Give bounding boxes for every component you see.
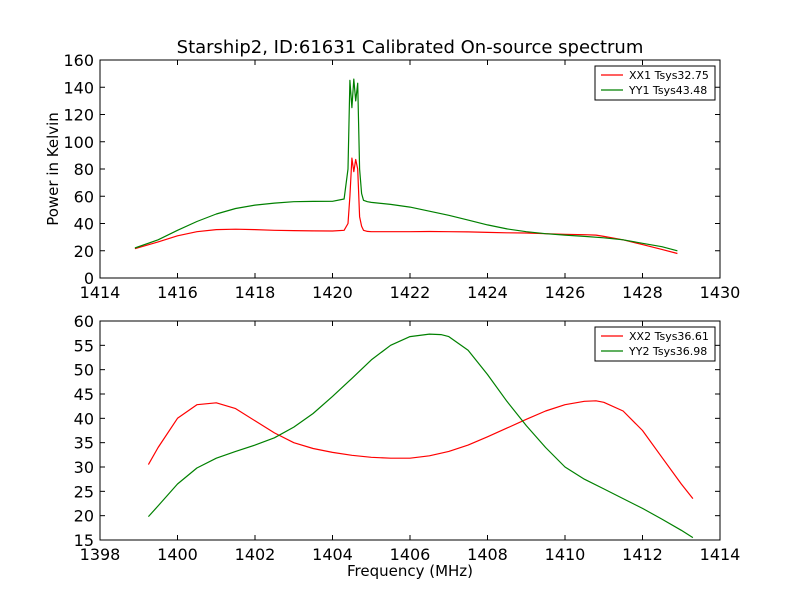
top-y-tick-label: 80 — [74, 160, 94, 179]
bottom-x-tick-label: 1408 — [467, 545, 508, 564]
bottom-y-tick-label: 20 — [74, 507, 94, 526]
bottom-panel-lines — [147, 333, 694, 539]
top-y-tick-label: 140 — [63, 78, 94, 97]
top-x-tick-label: 1416 — [157, 283, 198, 302]
bottom-x-tick-label: 1404 — [312, 545, 353, 564]
bottom-y-tick-label: 60 — [74, 312, 94, 331]
top-y-tick-label: 160 — [63, 51, 94, 70]
top-panel: 1414 1416 1418 1420 1422 1424 1426 1428 1430 0 20 4… — [44, 51, 740, 302]
bottom-legend-label-1: XX2 Tsys36.61 — [629, 330, 709, 343]
bottom-y-tick-label: 45 — [74, 385, 94, 404]
top-series-line-2 — [134, 78, 678, 252]
bottom-y-tick-label: 50 — [74, 361, 94, 380]
bottom-y-tick-label: 35 — [74, 434, 94, 453]
bottom-x-tick-label: 1410 — [545, 545, 586, 564]
top-legend-label-1: XX1 Tsys32.75 — [629, 69, 709, 82]
bottom-x-axis-title: Frequency (MHz) — [347, 562, 473, 580]
bottom-x-tick-label: 1414 — [700, 545, 741, 564]
bottom-y-tick-label: 25 — [74, 482, 94, 501]
bottom-panel-ticks: 1398 1400 1402 1404 1406 1408 1410 1412 1414 15 20… — [74, 312, 741, 564]
bottom-x-tick-label: 1406 — [390, 545, 431, 564]
top-x-tick-label: 1424 — [467, 283, 508, 302]
top-series-line-1 — [134, 157, 678, 255]
top-legend: XX1 Tsys32.75 YY1 Tsys43.48 — [594, 65, 716, 101]
top-x-tick-label: 1430 — [700, 283, 741, 302]
bottom-legend-box — [594, 326, 716, 362]
bottom-y-tick-label: 30 — [74, 458, 94, 477]
top-y-tick-label: 20 — [74, 242, 94, 261]
top-y-tick-label: 40 — [74, 215, 94, 234]
bottom-legend-label-2: YY2 Tsys36.98 — [628, 345, 707, 358]
top-panel-frame — [99, 59, 721, 279]
top-legend-box — [594, 65, 716, 101]
top-y-tick-label: 0 — [84, 269, 94, 288]
bottom-series-line-1 — [147, 400, 694, 499]
bottom-x-tick-label: 1398 — [80, 545, 121, 564]
bottom-panel: 1398 1400 1402 1404 1406 1408 1410 1412 1414 15 20… — [74, 312, 741, 580]
top-y-tick-label: 60 — [74, 187, 94, 206]
top-y-tick-label: 120 — [63, 106, 94, 125]
top-x-tick-label: 1418 — [235, 283, 276, 302]
bottom-series-line-2 — [147, 333, 694, 539]
top-x-tick-label: 1414 — [80, 283, 121, 302]
bottom-x-tick-label: 1412 — [622, 545, 663, 564]
top-panel-ticks: 1414 1416 1418 1420 1422 1424 1426 1428 1430 0 20 4… — [63, 51, 740, 302]
top-y-axis-title: Power in Kelvin — [44, 112, 62, 226]
top-legend-label-2: YY1 Tsys43.48 — [628, 84, 707, 97]
top-panel-lines — [134, 78, 678, 255]
bottom-y-tick-label: 15 — [74, 531, 94, 550]
top-y-tick-label: 100 — [63, 133, 94, 152]
bottom-legend: XX2 Tsys36.61 YY2 Tsys36.98 — [594, 326, 716, 362]
bottom-panel-frame — [99, 320, 721, 541]
top-x-tick-label: 1422 — [390, 283, 431, 302]
top-x-tick-label: 1428 — [622, 283, 663, 302]
top-x-tick-label: 1420 — [312, 283, 353, 302]
top-chart-title: Starship2, ID:61631 Calibrated On-source… — [177, 37, 644, 58]
bottom-x-tick-label: 1402 — [235, 545, 276, 564]
bottom-y-tick-label: 55 — [74, 336, 94, 355]
top-x-tick-label: 1426 — [545, 283, 586, 302]
bottom-x-tick-label: 1400 — [157, 545, 198, 564]
bottom-y-tick-label: 40 — [74, 409, 94, 428]
